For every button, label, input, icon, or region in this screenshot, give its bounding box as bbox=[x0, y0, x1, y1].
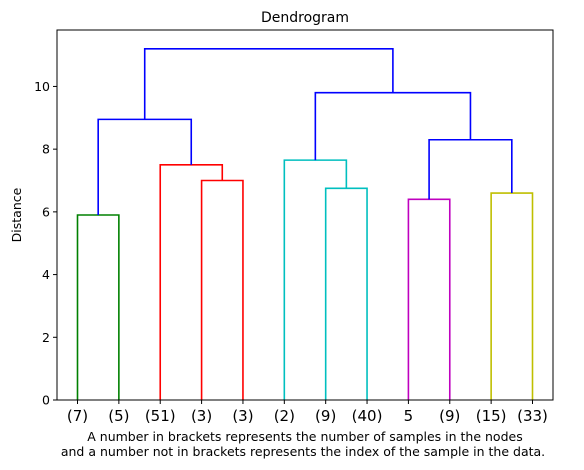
leaf-label-11: (33) bbox=[517, 407, 548, 425]
chart-title: Dendrogram bbox=[261, 10, 349, 26]
y-tick-label-0: 0 bbox=[42, 393, 50, 408]
dendrogram-link-0 bbox=[76, 214, 120, 400]
leaf-label-3: (3) bbox=[191, 407, 212, 425]
leaf-label-1: (5) bbox=[108, 407, 129, 425]
y-tick-label-4: 8 bbox=[42, 142, 50, 157]
leaf-label-10: (15) bbox=[476, 407, 507, 425]
y-tick-label-5: 10 bbox=[34, 79, 50, 94]
dendrogram-link-6 bbox=[407, 198, 451, 400]
leaf-label-9: (9) bbox=[439, 407, 460, 425]
leaf-label-7: (40) bbox=[352, 407, 383, 425]
dendrogram-link-5 bbox=[283, 159, 348, 400]
dendrogram-link-4 bbox=[324, 187, 368, 400]
leaf-label-0: (7) bbox=[67, 407, 88, 425]
leaf-label-5: (2) bbox=[274, 407, 295, 425]
y-tick-label-1: 2 bbox=[42, 330, 50, 345]
y-tick-label-3: 6 bbox=[42, 204, 50, 219]
dendrogram-link-2 bbox=[159, 164, 224, 400]
leaf-label-8: 5 bbox=[404, 407, 414, 425]
dendrogram-link-8 bbox=[428, 138, 513, 200]
y-axis-label: Distance bbox=[9, 187, 24, 242]
dendrogram-link-3 bbox=[97, 118, 193, 215]
dendrogram-link-10 bbox=[143, 48, 394, 120]
leaf-label-6: (9) bbox=[315, 407, 336, 425]
plot-frame bbox=[56, 29, 554, 401]
y-tick-label-2: 4 bbox=[42, 267, 50, 282]
dendrogram-link-1 bbox=[200, 179, 244, 400]
x-axis-label-line-1: A number in brackets represents the numb… bbox=[87, 429, 522, 444]
leaf-label-4: (3) bbox=[232, 407, 253, 425]
dendrogram-link-7 bbox=[490, 192, 534, 400]
dendrogram-links bbox=[76, 48, 534, 400]
y-ticks: 0 2 4 6 8 10 bbox=[34, 79, 57, 408]
leaf-label-2: (51) bbox=[145, 407, 176, 425]
dendrogram-link-9 bbox=[314, 91, 472, 161]
x-ticks: (7) (5) (51) (3) (3) (2) (9) (40) 5 (9) (15) (33) bbox=[67, 400, 548, 425]
x-axis-label-line-2: and a number not in brackets represents … bbox=[61, 444, 545, 459]
